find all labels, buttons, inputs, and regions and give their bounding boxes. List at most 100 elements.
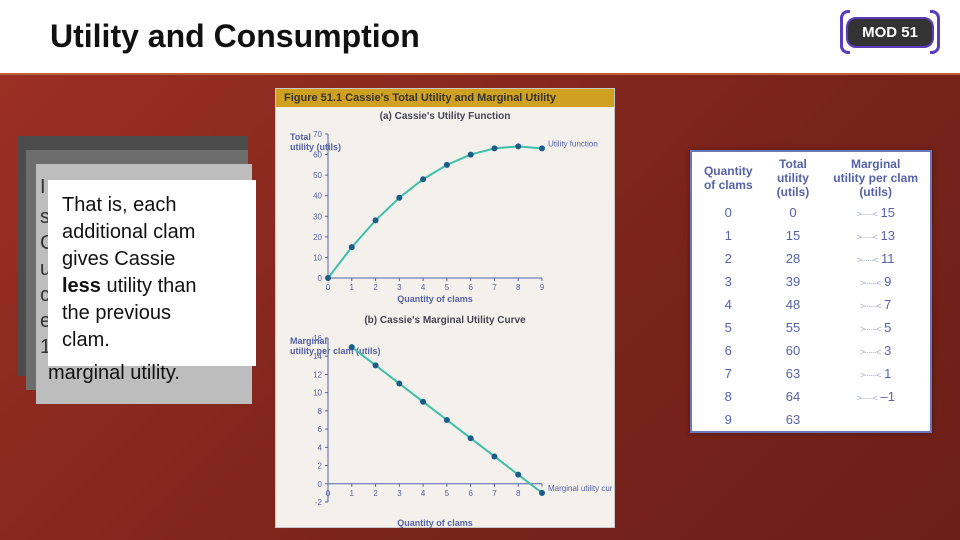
- cell-mu: >······< 15: [821, 201, 931, 224]
- figure-header: Figure 51.1 Cassie's Total Utility and M…: [276, 89, 614, 107]
- svg-text:40: 40: [313, 192, 322, 201]
- mu-value: 11: [877, 251, 894, 266]
- col-2-header: Total utility (utils): [765, 151, 822, 201]
- svg-text:utility (utils): utility (utils): [290, 142, 341, 152]
- text-line-2: additional clam: [62, 221, 195, 243]
- mu-value: 3: [880, 343, 891, 358]
- cell-q: 9: [691, 408, 765, 432]
- cell-mu: >······< 11: [821, 247, 931, 270]
- svg-text:5: 5: [445, 489, 450, 498]
- zig-icon: >······<: [860, 301, 881, 311]
- cell-mu: >······< 5: [821, 316, 931, 339]
- svg-text:10: 10: [313, 253, 322, 262]
- slide-title: Utility and Consumption: [50, 18, 420, 55]
- cell-q: 1: [691, 224, 765, 247]
- svg-text:Marginal utility curve: Marginal utility curve: [548, 484, 612, 493]
- svg-text:9: 9: [540, 283, 545, 292]
- mu-value: 7: [880, 297, 891, 312]
- col3a: Marginal: [851, 157, 900, 171]
- table-row: 555>······< 5: [691, 316, 931, 339]
- svg-text:Marginal: Marginal: [290, 336, 327, 346]
- svg-text:20: 20: [313, 233, 322, 242]
- cell-q: 8: [691, 385, 765, 408]
- svg-text:12: 12: [313, 370, 322, 379]
- svg-text:1: 1: [350, 283, 355, 292]
- cell-tu: 28: [765, 247, 822, 270]
- svg-text:2: 2: [373, 283, 378, 292]
- cell-mu: >······< 13: [821, 224, 931, 247]
- mu-value: 1: [880, 366, 891, 381]
- svg-text:4: 4: [421, 283, 426, 292]
- col3b: utility per clam: [833, 171, 918, 185]
- cell-q: 4: [691, 293, 765, 316]
- svg-text:8: 8: [516, 489, 521, 498]
- table-row: 448>······< 7: [691, 293, 931, 316]
- table-row: 115>······< 13: [691, 224, 931, 247]
- marginal-chart-svg: -202468101214160123456789Marginalutility…: [276, 330, 612, 530]
- col3c: (utils): [859, 185, 892, 199]
- svg-text:3: 3: [397, 489, 402, 498]
- zig-icon: >······<: [857, 255, 878, 265]
- svg-text:utility per clam (utils): utility per clam (utils): [290, 346, 381, 356]
- cell-q: 0: [691, 201, 765, 224]
- zig-icon: >······<: [856, 393, 877, 403]
- cell-tu: 39: [765, 270, 822, 293]
- zig-icon: >······<: [860, 347, 881, 357]
- panel-b-title: (b) Cassie's Marginal Utility Curve: [276, 315, 614, 326]
- text-trailing: marginal utility.: [48, 360, 180, 387]
- text-line-4b: utility than: [101, 275, 197, 297]
- utility-table: Quantity of clams Total utility (utils) …: [690, 150, 932, 433]
- cell-mu: >······< 9: [821, 270, 931, 293]
- mod-badge: MOD 51: [840, 10, 940, 54]
- svg-text:6: 6: [468, 489, 473, 498]
- zig-icon: >······<: [856, 209, 877, 219]
- svg-text:Quantity of clams: Quantity of clams: [397, 294, 473, 304]
- svg-text:Quantity of clams: Quantity of clams: [397, 518, 473, 528]
- utility-chart-svg: 0102030405060700123456789Totalutility (u…: [276, 126, 612, 306]
- panel-a-title: (a) Cassie's Utility Function: [276, 111, 614, 122]
- svg-text:6: 6: [468, 283, 473, 292]
- table-row: 228>······< 11: [691, 247, 931, 270]
- mu-value: –1: [877, 389, 895, 404]
- table-row: 660>······< 3: [691, 339, 931, 362]
- svg-text:7: 7: [492, 283, 497, 292]
- cell-q: 2: [691, 247, 765, 270]
- zig-icon: >······<: [860, 278, 881, 288]
- cell-tu: 63: [765, 362, 822, 385]
- text-line-5: the previous: [62, 302, 171, 324]
- svg-text:4: 4: [421, 489, 426, 498]
- svg-text:2: 2: [373, 489, 378, 498]
- svg-text:0: 0: [326, 283, 331, 292]
- table-row: 864 >······< –1: [691, 385, 931, 408]
- text-card-main: That is, each additional clam gives Cass…: [48, 180, 256, 366]
- svg-text:50: 50: [313, 171, 322, 180]
- svg-text:1: 1: [350, 489, 355, 498]
- table-row: 339>······< 9: [691, 270, 931, 293]
- mu-value: 9: [880, 274, 891, 289]
- cell-mu: [821, 408, 931, 432]
- svg-text:2: 2: [318, 462, 323, 471]
- col1b: of clams: [704, 178, 753, 192]
- text-line-6: clam.: [62, 329, 110, 351]
- col2a: Total: [779, 157, 807, 171]
- svg-text:5: 5: [445, 283, 450, 292]
- cell-q: 5: [691, 316, 765, 339]
- svg-text:0: 0: [326, 489, 331, 498]
- cell-mu: >······< 3: [821, 339, 931, 362]
- table-row: 763>······< 1: [691, 362, 931, 385]
- col2b: utility: [777, 171, 809, 185]
- cell-q: 3: [691, 270, 765, 293]
- svg-text:0: 0: [318, 480, 323, 489]
- mod-label: MOD 51: [846, 17, 934, 48]
- cell-tu: 64: [765, 385, 822, 408]
- svg-text:30: 30: [313, 212, 322, 221]
- cell-tu: 0: [765, 201, 822, 224]
- cell-tu: 63: [765, 408, 822, 432]
- svg-text:10: 10: [313, 389, 322, 398]
- svg-text:70: 70: [313, 130, 322, 139]
- text-line-3: gives Cassie: [62, 248, 175, 270]
- col1a: Quantity: [704, 164, 753, 178]
- cell-q: 7: [691, 362, 765, 385]
- mu-value: 15: [877, 205, 895, 220]
- cell-tu: 15: [765, 224, 822, 247]
